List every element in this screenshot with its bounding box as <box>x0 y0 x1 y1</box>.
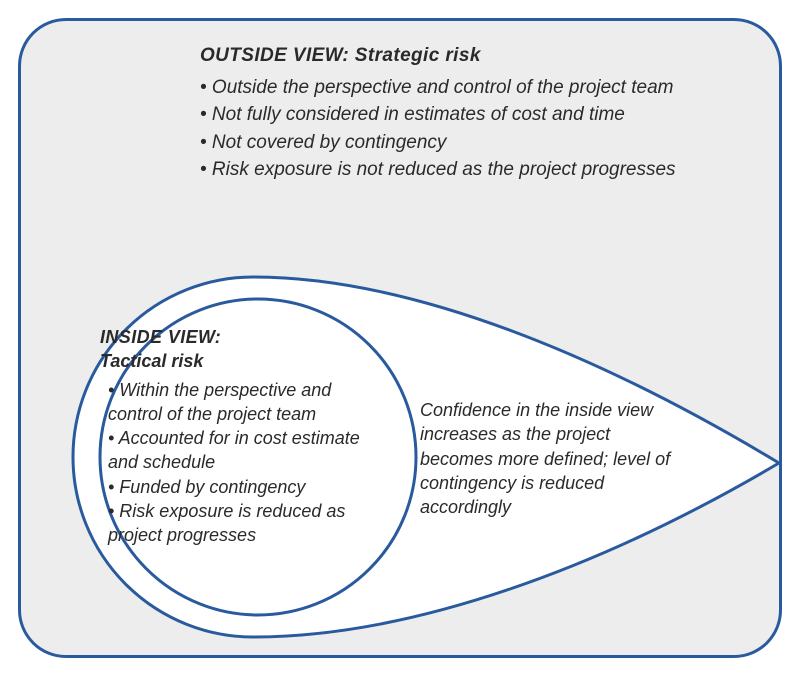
outside-bullet-2: • Not fully considered in estimates of c… <box>200 101 760 129</box>
outside-bullet-4: • Risk exposure is not reduced as the pr… <box>200 156 760 184</box>
outside-bullet-1: • Outside the perspective and control of… <box>200 74 760 102</box>
inside-bullet-2: • Accounted for in cost estimate and sch… <box>108 426 380 475</box>
outside-bullet-3: • Not covered by contingency <box>200 129 760 157</box>
inside-bullet-4: • Risk exposure is reduced as project pr… <box>108 499 380 548</box>
inside-bullet-1: • Within the perspective and control of … <box>108 378 380 427</box>
inside-bullet-3: • Funded by contingency <box>108 475 380 499</box>
confidence-note: Confidence in the inside view increases … <box>420 398 680 519</box>
outside-title: OUTSIDE VIEW: Strategic risk <box>200 42 760 70</box>
outside-view-block: OUTSIDE VIEW: Strategic risk • Outside t… <box>200 42 760 184</box>
inside-view-block: INSIDE VIEW: Tactical risk • Within the … <box>100 325 380 548</box>
inside-subtitle: Tactical risk <box>100 349 380 373</box>
inside-title: INSIDE VIEW: <box>100 325 380 349</box>
